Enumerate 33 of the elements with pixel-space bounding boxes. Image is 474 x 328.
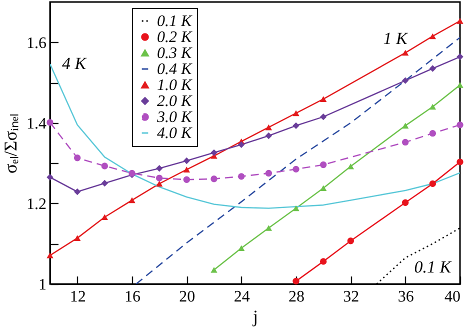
point bbox=[46, 174, 54, 181]
y-tick-label: 1.2 bbox=[26, 196, 46, 213]
annotation: 1 K bbox=[383, 28, 410, 48]
x-tick-label: 12 bbox=[70, 288, 86, 306]
x-tick-label: 24 bbox=[234, 288, 250, 306]
legend-label: 0.1 K bbox=[157, 13, 193, 30]
point bbox=[456, 158, 464, 166]
point bbox=[456, 53, 464, 60]
y-tick-label: 1.6 bbox=[26, 34, 46, 52]
point bbox=[456, 82, 464, 88]
legend-label: 0.3 K bbox=[157, 45, 193, 62]
point bbox=[456, 122, 464, 128]
point bbox=[46, 252, 54, 258]
x-tick-label: 32 bbox=[343, 288, 360, 306]
x-tick-label: 36 bbox=[398, 288, 414, 306]
annotation: 4 K bbox=[62, 54, 88, 74]
x-tick-label: 28 bbox=[288, 288, 304, 306]
x-tick-label: 20 bbox=[179, 288, 196, 306]
y-tick-label: 1.4 bbox=[26, 115, 46, 132]
x-tick-label: 40 bbox=[444, 288, 460, 306]
legend-label: 0.2 K bbox=[157, 29, 193, 46]
y-axis-title: σₑₗ/Σσᵢₙₑₗ bbox=[0, 113, 20, 174]
point bbox=[456, 18, 464, 24]
legend-label: 0.4 K bbox=[157, 61, 193, 78]
annotation: 0.1 K bbox=[414, 258, 453, 277]
legend-label: 4.0 K bbox=[157, 125, 193, 142]
x-tick-label: 16 bbox=[124, 288, 140, 306]
point bbox=[46, 119, 54, 126]
legend-label: 1.0 K bbox=[157, 77, 193, 94]
y-tick-label: 1 bbox=[38, 276, 46, 294]
x-axis-title: j bbox=[252, 306, 258, 326]
legend-label: 2.0 K bbox=[157, 93, 193, 110]
legend-label: 3.0 K bbox=[156, 109, 193, 126]
